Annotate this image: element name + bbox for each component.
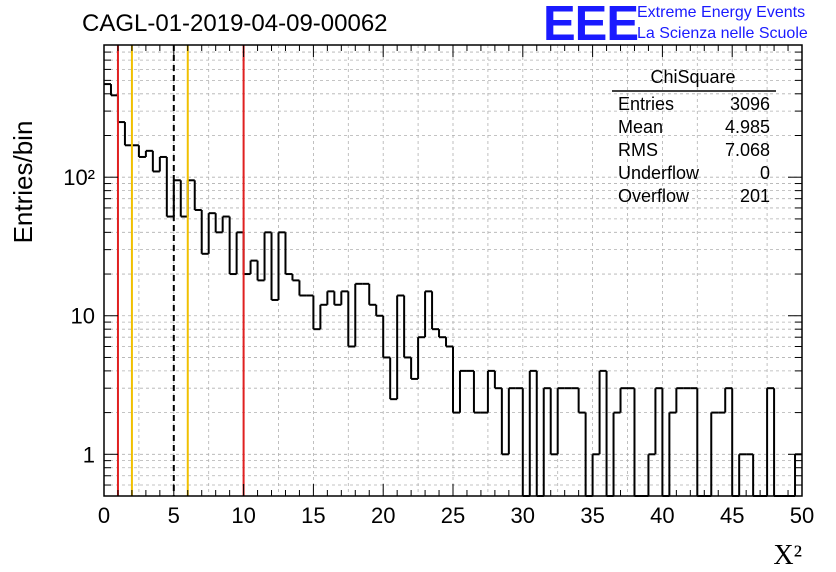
chart-title: CAGL-01-2019-04-09-00062 bbox=[82, 10, 388, 37]
stats-title: ChiSquare bbox=[650, 67, 735, 87]
stats-row-value: 0 bbox=[760, 163, 770, 183]
logo-line-1: Extreme Energy Events bbox=[637, 4, 806, 21]
x-tick-label: 5 bbox=[168, 503, 180, 528]
stats-row-value: 7.068 bbox=[725, 140, 770, 160]
y-tick-labels: 1 10 10² bbox=[63, 165, 95, 467]
y-tick-label: 1 bbox=[83, 442, 95, 467]
y-tick-label: 10 bbox=[71, 304, 95, 329]
stats-row-value: 4.985 bbox=[725, 117, 770, 137]
reference-lines bbox=[116, 45, 245, 496]
y-axis-title: Entries/bin bbox=[8, 121, 38, 244]
x-tick-label: 0 bbox=[98, 503, 110, 528]
stats-row-value: 3096 bbox=[730, 94, 770, 114]
logo-line-2: La Scienza nelle Scuole bbox=[637, 25, 808, 42]
x-tick-label: 45 bbox=[720, 503, 744, 528]
stats-row-label: Entries bbox=[618, 94, 674, 114]
x-tick-label: 35 bbox=[580, 503, 604, 528]
stats-row-label: Overflow bbox=[618, 186, 690, 206]
x-tick-label: 30 bbox=[511, 503, 535, 528]
logo-caption: Extreme Energy Events La Scienza nelle S… bbox=[637, 2, 808, 44]
x-tick-label: 10 bbox=[231, 503, 255, 528]
x-tick-label: 25 bbox=[441, 503, 465, 528]
x-axis-title: X² bbox=[773, 540, 802, 571]
stats-row-label: Underflow bbox=[618, 163, 700, 183]
x-tick-label: 15 bbox=[301, 503, 325, 528]
x-tick-label: 50 bbox=[790, 503, 814, 528]
eee-logo: EEE bbox=[543, 0, 639, 51]
x-tick-label: 20 bbox=[371, 503, 395, 528]
y-tick-label: 10² bbox=[63, 165, 95, 190]
histogram-bars bbox=[104, 83, 802, 497]
x-tick-labels: 0 5 10 15 20 25 30 35 40 45 50 bbox=[98, 503, 814, 528]
stats-row-label: Mean bbox=[618, 117, 663, 137]
x-tick-label: 40 bbox=[650, 503, 674, 528]
stats-row-label: RMS bbox=[618, 140, 658, 160]
stats-box: ChiSquare Entries 3096 Mean 4.985 RMS 7.068 Und… bbox=[612, 67, 776, 206]
stats-row-value: 201 bbox=[740, 186, 770, 206]
axes bbox=[103, 44, 803, 497]
